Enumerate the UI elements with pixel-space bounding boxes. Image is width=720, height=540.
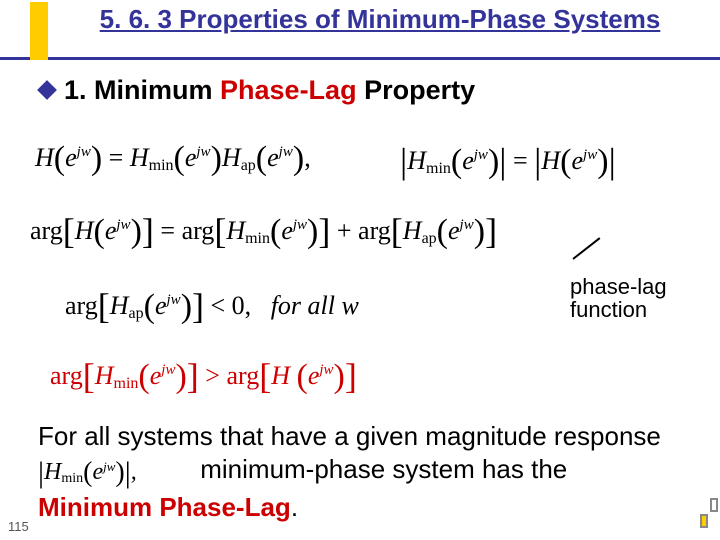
slide-number: 115 [8,519,29,534]
subhead-text-before: 1. Minimum [64,75,220,105]
phase-lag-label-line2: function [570,297,647,322]
equation-2: arg[H(ejw)] = arg[Hmin(ejw)] + arg[Hap(e… [30,210,497,252]
phase-lag-label-line1: phase-lag [570,274,667,299]
equation-1a: H(ejw) = Hmin(ejw)Hap(ejw), [35,140,311,178]
subhead-text-red: Phase-Lag [220,75,357,105]
equation-3: arg[Hap(ejw)] < 0, for all w [65,285,359,327]
header-rule [0,57,720,60]
slide-title: 5. 6. 3 Properties of Minimum-Phase Syst… [75,5,685,34]
subhead-text-after: Property [357,75,476,105]
body-text-2-after: . [291,492,298,522]
corner-decoration-icon [690,494,720,534]
body-text-2-red: Minimum Phase-Lag [38,492,291,522]
header-accent-block [30,2,48,60]
body-paragraph: For all systems that have a given magnit… [38,420,688,524]
body-text-1: For all systems that have a given magnit… [38,421,661,451]
equation-1b: |Hmin(ejw)| = |H(ejw)| [400,140,616,182]
phase-lag-annotation: phase-lag function [570,275,667,321]
body-text-2-before: minimum-phase system has the [200,454,567,484]
bullet-diamond-icon [37,80,57,100]
annotation-pointer-line [572,237,600,260]
equation-4: arg[Hmin(ejw)] > arg[H (ejw)] [50,355,357,397]
slide-subheading: 1. Minimum Phase-Lag Property [40,75,475,106]
inline-equation-magnitude: |Hmin(ejw)|, [38,454,193,492]
